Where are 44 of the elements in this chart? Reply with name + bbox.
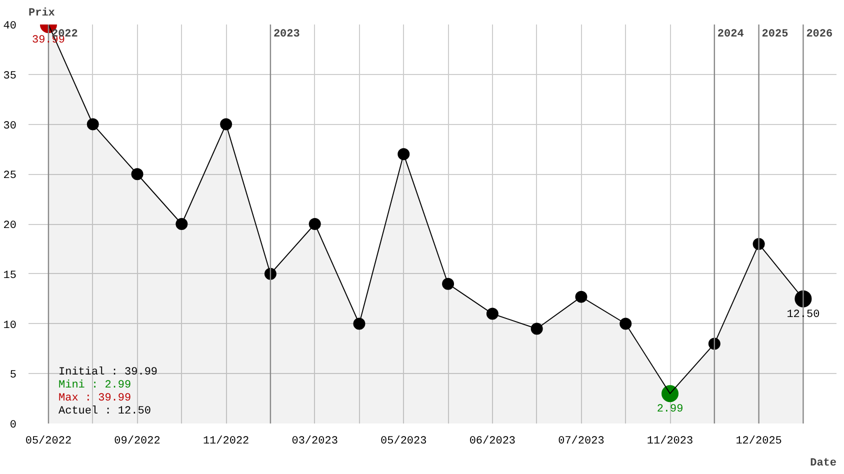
y-tick-label: 20 (3, 220, 16, 232)
point (176, 218, 188, 230)
annotation: 2026 (806, 28, 833, 40)
point (398, 148, 410, 160)
point (353, 318, 366, 330)
x-tick-label: 05/2023 (380, 436, 427, 448)
annotation: Max : 39.99 (58, 392, 132, 404)
x-tick-label: 09/2022 (114, 436, 160, 448)
point (486, 308, 498, 320)
point (86, 118, 99, 130)
x-tick-label: 11/2023 (646, 436, 694, 448)
y-tick-label: 40 (3, 20, 16, 32)
data-label: 12.50 (786, 308, 820, 321)
y-tick-label: 25 (3, 170, 16, 182)
y-tick-label: 0 (10, 420, 17, 432)
point (220, 118, 232, 130)
y-tick-label: 30 (3, 120, 16, 132)
y-tick-label: 15 (3, 270, 16, 282)
point (620, 318, 632, 330)
y-tick-label: 5 (10, 370, 17, 382)
data-label: 2.99 (656, 404, 684, 416)
x-tick-label: 05/2022 (25, 436, 72, 448)
y-tick-label: 35 (3, 70, 16, 82)
x-axis-title: Date (810, 458, 837, 470)
point (575, 290, 588, 303)
annotation: Initial : 39.99 (58, 366, 158, 378)
point (708, 338, 720, 350)
annotation: Mini : 2.99 (58, 380, 132, 392)
annotation: 2024 (717, 28, 744, 40)
x-tick-label: 06/2023 (469, 436, 516, 448)
x-tick-label: 12/2025 (736, 436, 782, 448)
annotation: 2025 (762, 28, 789, 40)
point (264, 268, 276, 280)
x-tick-label: 11/2022 (202, 436, 250, 448)
annotation: 2023 (273, 28, 300, 40)
x-tick-label: 03/2023 (292, 436, 338, 448)
point (308, 218, 321, 230)
point (530, 322, 543, 335)
annotation: Actuel : 12.50 (58, 406, 151, 418)
point (131, 168, 144, 180)
y-axis-title: Prix (28, 8, 56, 20)
y-tick-label: 10 (3, 320, 16, 332)
x-tick-label: 07/2023 (558, 436, 604, 448)
point (442, 278, 454, 290)
